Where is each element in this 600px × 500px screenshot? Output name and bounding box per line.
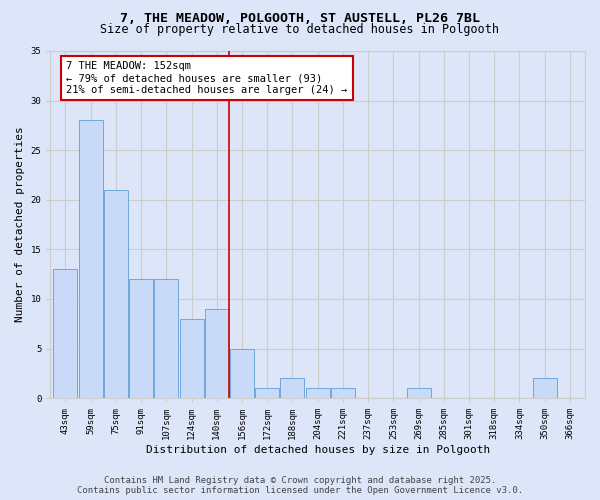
Bar [179, 319, 203, 398]
Y-axis label: Number of detached properties: Number of detached properties [15, 126, 25, 322]
Bar [104, 190, 128, 398]
Text: 7, THE MEADOW, POLGOOTH, ST AUSTELL, PL26 7BL: 7, THE MEADOW, POLGOOTH, ST AUSTELL, PL2… [120, 12, 480, 26]
Bar [230, 348, 254, 398]
Bar [407, 388, 431, 398]
Text: Size of property relative to detached houses in Polgooth: Size of property relative to detached ho… [101, 22, 499, 36]
Bar [255, 388, 279, 398]
Text: Contains HM Land Registry data © Crown copyright and database right 2025.
Contai: Contains HM Land Registry data © Crown c… [77, 476, 523, 495]
Bar [205, 309, 229, 398]
Bar [154, 279, 178, 398]
Bar [280, 378, 304, 398]
Bar [331, 388, 355, 398]
Text: 7 THE MEADOW: 152sqm
← 79% of detached houses are smaller (93)
21% of semi-detac: 7 THE MEADOW: 152sqm ← 79% of detached h… [67, 62, 347, 94]
Bar [129, 279, 153, 398]
Bar [53, 269, 77, 398]
X-axis label: Distribution of detached houses by size in Polgooth: Distribution of detached houses by size … [146, 445, 490, 455]
Bar [305, 388, 329, 398]
Bar [533, 378, 557, 398]
Bar [79, 120, 103, 398]
